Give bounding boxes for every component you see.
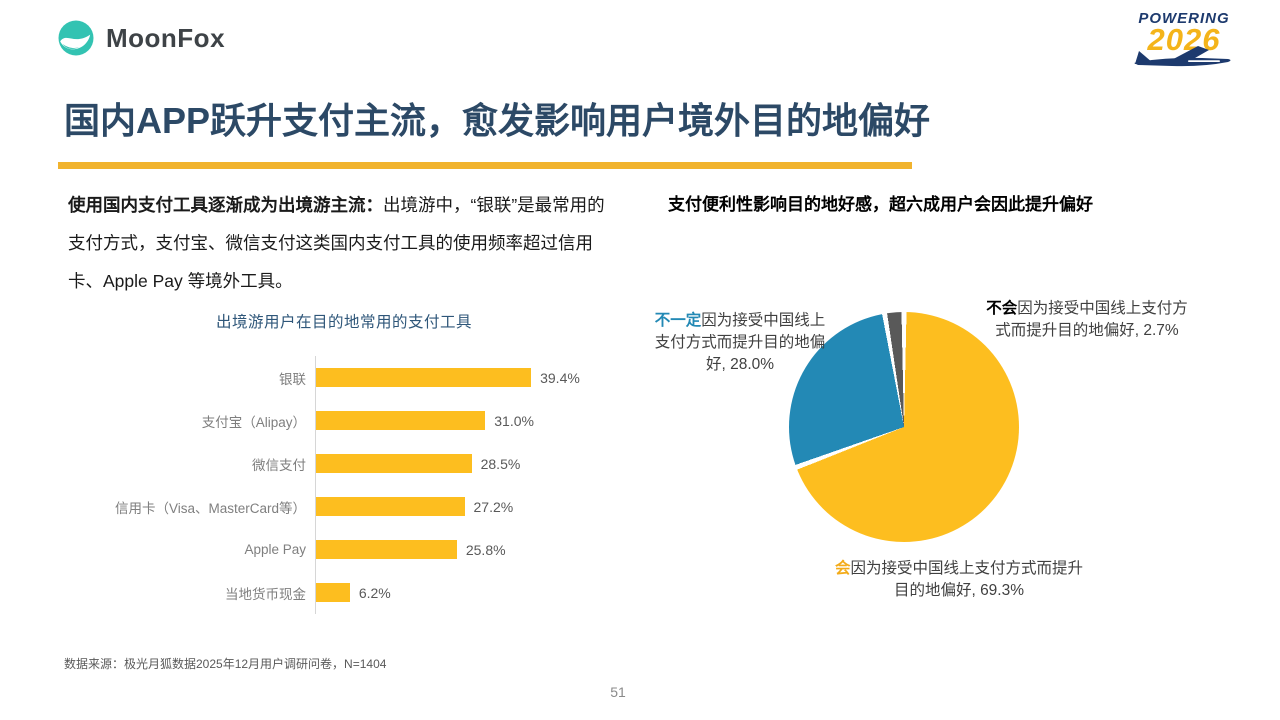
bar-category-label: Apple Pay bbox=[244, 542, 306, 557]
bar-value-label: 6.2% bbox=[358, 584, 391, 601]
bar-row: Apple Pay 25.8% bbox=[64, 528, 644, 571]
bar-track: 25.8% bbox=[315, 528, 644, 571]
bar-value-label: 31.0% bbox=[494, 412, 534, 429]
bar-track: 6.2% bbox=[315, 571, 644, 614]
bar-value-label: 27.2% bbox=[473, 498, 514, 515]
pie-label-no-rest: 因为接受中国线上支付方式而提升目的地偏好, 2.7% bbox=[995, 300, 1188, 339]
bar-track: 27.2% bbox=[315, 485, 644, 528]
bar-chart: 银联 39.4% 支付宝（Alipay） 31.0% 微信支付 28.5% 信用卡（Visa… bbox=[64, 356, 644, 614]
powering-2026-logo: POWERING 2026 bbox=[1128, 10, 1240, 74]
bar-row: 支付宝（Alipay） 31.0% bbox=[64, 399, 644, 442]
bar bbox=[316, 411, 486, 430]
left-intro-rest: 出境游中，“银联”是最常用的支付方式，支付宝、微信支付这类国内支付工具的使用频率… bbox=[68, 195, 605, 291]
bar-row: 银联 39.4% bbox=[64, 356, 644, 399]
bar-track: 31.0% bbox=[315, 399, 644, 442]
bar bbox=[316, 497, 465, 516]
bar-value-label: 39.4% bbox=[540, 369, 580, 386]
title-underline-bar bbox=[58, 162, 912, 169]
bar-value-label: 25.8% bbox=[465, 541, 506, 558]
brand-name: MoonFox bbox=[106, 22, 226, 53]
event-logo-line1: POWERING bbox=[1138, 10, 1230, 27]
bar-category-label: 支付宝（Alipay） bbox=[201, 414, 306, 430]
bar-row: 微信支付 28.5% bbox=[64, 442, 644, 485]
bar-category-label: 信用卡（Visa、MasterCard等） bbox=[114, 500, 306, 516]
pie-label-maybe: 不一定因为接受中国线上支付方式而提升目的地偏好, 28.0% bbox=[648, 310, 832, 376]
bar-chart-title: 出境游用户在目的地常用的支付工具 bbox=[215, 314, 472, 331]
bar-track: 39.4% bbox=[315, 356, 644, 399]
moonfox-wave-icon bbox=[58, 20, 94, 56]
bar bbox=[316, 540, 457, 559]
bar-category-label: 银联 bbox=[279, 371, 306, 387]
right-section-heading: 支付便利性影响目的地好感，超六成用户会因此提升偏好 bbox=[668, 195, 1093, 214]
bar bbox=[316, 368, 532, 387]
pie-label-no: 不会因为接受中国线上支付方式而提升目的地偏好, 2.7% bbox=[980, 298, 1194, 342]
bar-row: 当地货币现金 6.2% bbox=[64, 571, 644, 614]
pie-label-maybe-bold: 不一定 bbox=[654, 312, 702, 329]
bar-row: 信用卡（Visa、MasterCard等） 27.2% bbox=[64, 485, 644, 528]
pie-chart bbox=[789, 312, 1019, 542]
bar-category-label: 微信支付 bbox=[252, 457, 306, 473]
left-intro-bold: 使用国内支付工具逐渐成为出境游主流： bbox=[68, 195, 383, 215]
pie-label-yes-bold: 会 bbox=[834, 560, 851, 577]
left-intro-text: 使用国内支付工具逐渐成为出境游主流：出境游中，“银联”是最常用的支付方式，支付宝… bbox=[68, 186, 608, 300]
bar-category-label: 当地货币现金 bbox=[225, 586, 306, 602]
moonfox-logo: MoonFox bbox=[56, 18, 225, 58]
pie-label-no-bold: 不会 bbox=[986, 300, 1018, 317]
page-number: 51 bbox=[610, 684, 626, 700]
page-title: 国内APP跃升支付主流，愈发影响用户境外目的地偏好 bbox=[64, 100, 931, 141]
pie-label-yes: 会因为接受中国线上支付方式而提升目的地偏好, 69.3% bbox=[828, 558, 1090, 602]
bar bbox=[316, 583, 350, 602]
data-source-note: 数据来源：极光月狐数据2025年12月用户调研问卷，N=1404 bbox=[64, 657, 387, 671]
bar-value-label: 28.5% bbox=[480, 455, 521, 472]
pie-label-yes-rest: 因为接受中国线上支付方式而提升目的地偏好, 69.3% bbox=[850, 560, 1084, 599]
pie-label-maybe-rest: 因为接受中国线上支付方式而提升目的地偏好, 28.0% bbox=[654, 312, 826, 373]
bar bbox=[316, 454, 472, 473]
airplane-icon bbox=[1128, 45, 1240, 74]
bar-track: 28.5% bbox=[315, 442, 644, 485]
